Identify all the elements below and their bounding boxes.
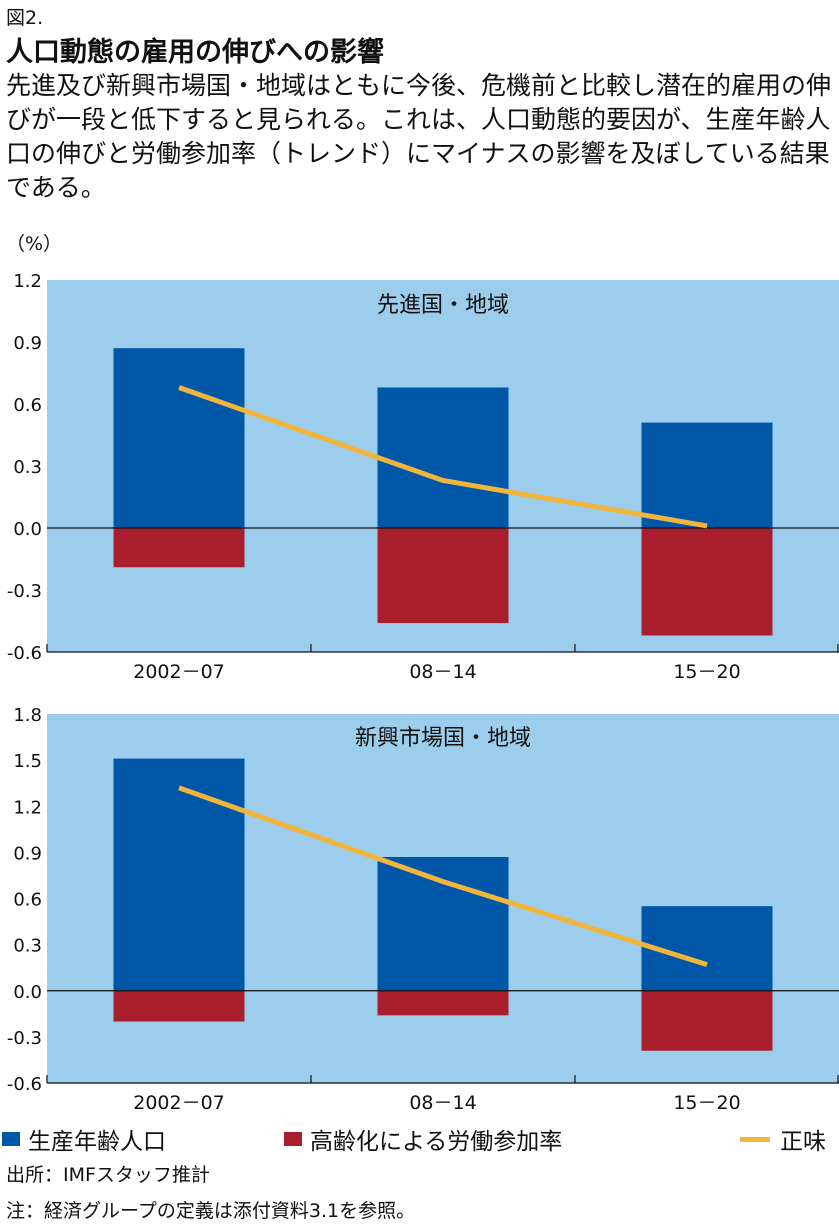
legend-item-participation: 高齢化による労働参加率 [284, 1122, 562, 1156]
chart2-y-tick-label: -0.3 [7, 1028, 42, 1049]
chart2-panel-title: 新興市場国・地域 [355, 726, 531, 751]
chart1-panel-title: 先進国・地域 [377, 293, 509, 318]
legend-label-working-age: 生産年齢人口 [28, 1129, 166, 1155]
chart2-y-tick-label: 1.8 [13, 705, 42, 726]
chart2-y-tick-label: 1.2 [13, 797, 42, 818]
chart2-bar-participation [113, 990, 245, 1022]
chart1-bar-working-age [113, 348, 245, 528]
chart2-y-tick-label: 1.5 [13, 751, 42, 772]
chart1-x-tick-label: 08－14 [409, 661, 476, 683]
chart1-y-tick-label: 0.9 [13, 333, 42, 354]
chart2-y-tick-label: 0.3 [13, 936, 42, 957]
legend-item-net: 正味 [740, 1122, 826, 1156]
chart2-y-tick-label: 0.6 [13, 890, 42, 911]
source-note: 出所：IMFスタッフ推計 [6, 1164, 210, 1186]
figure-subtitle: 先進及び新興市場国・地域はともに今後、危機前と比較し潜在的雇用の伸びが一段と低下… [6, 71, 832, 202]
chart2-x-tick-label: 15－20 [673, 1092, 740, 1114]
chart1-x-tick-label: 2002－07 [133, 661, 225, 683]
legend-item-working-age: 生産年齢人口 [2, 1122, 166, 1156]
chart1-bar-working-age [641, 422, 773, 528]
legend-swatch-participation [284, 1132, 302, 1146]
figure-number: 図2. [6, 7, 44, 29]
chart2-net-line [178, 785, 708, 967]
chart1-bar-working-age [377, 387, 509, 528]
legend-swatch-working-age [2, 1132, 20, 1146]
chart2-bar-working-age [113, 758, 245, 991]
footnote: 注：経済グループの定義は添付資料3.1を参照。 [6, 1200, 416, 1222]
chart2-bar-working-age [377, 856, 509, 991]
chart1-bar-participation [377, 528, 509, 624]
chart1-x-tick-label: 15－20 [673, 661, 740, 683]
legend-label-participation: 高齢化による労働参加率 [310, 1129, 563, 1155]
chart2-x-tick-label: 2002－07 [133, 1092, 225, 1114]
chart2-bar-participation [377, 990, 509, 1016]
chart1-bar-participation [113, 528, 245, 568]
legend-swatch-net [740, 1136, 770, 1142]
chart1-y-tick-label: -0.6 [7, 643, 42, 664]
chart1-y-tick-label: 0.3 [13, 457, 42, 478]
chart1-y-tick-label: 0.0 [13, 519, 42, 540]
chart2-y-tick-label: 0.9 [13, 843, 42, 864]
chart2-y-tick-label: 0.0 [13, 982, 42, 1003]
chart2-y-tick-label: -0.6 [7, 1074, 42, 1095]
chart2-x-tick-label: 08－14 [409, 1092, 476, 1114]
chart1-y-tick-label: -0.3 [7, 581, 42, 602]
chart1-net-line [178, 385, 708, 529]
chart1-y-tick-label: 1.2 [13, 271, 42, 292]
y-axis-unit: （%） [6, 233, 63, 255]
chart1-bar-participation [641, 528, 773, 636]
legend-label-net: 正味 [780, 1129, 826, 1155]
figure-title: 人口動態の雇用の伸びへの影響 [6, 37, 384, 68]
chart2-bar-participation [641, 990, 773, 1051]
chart1-y-tick-label: 0.6 [13, 395, 42, 416]
